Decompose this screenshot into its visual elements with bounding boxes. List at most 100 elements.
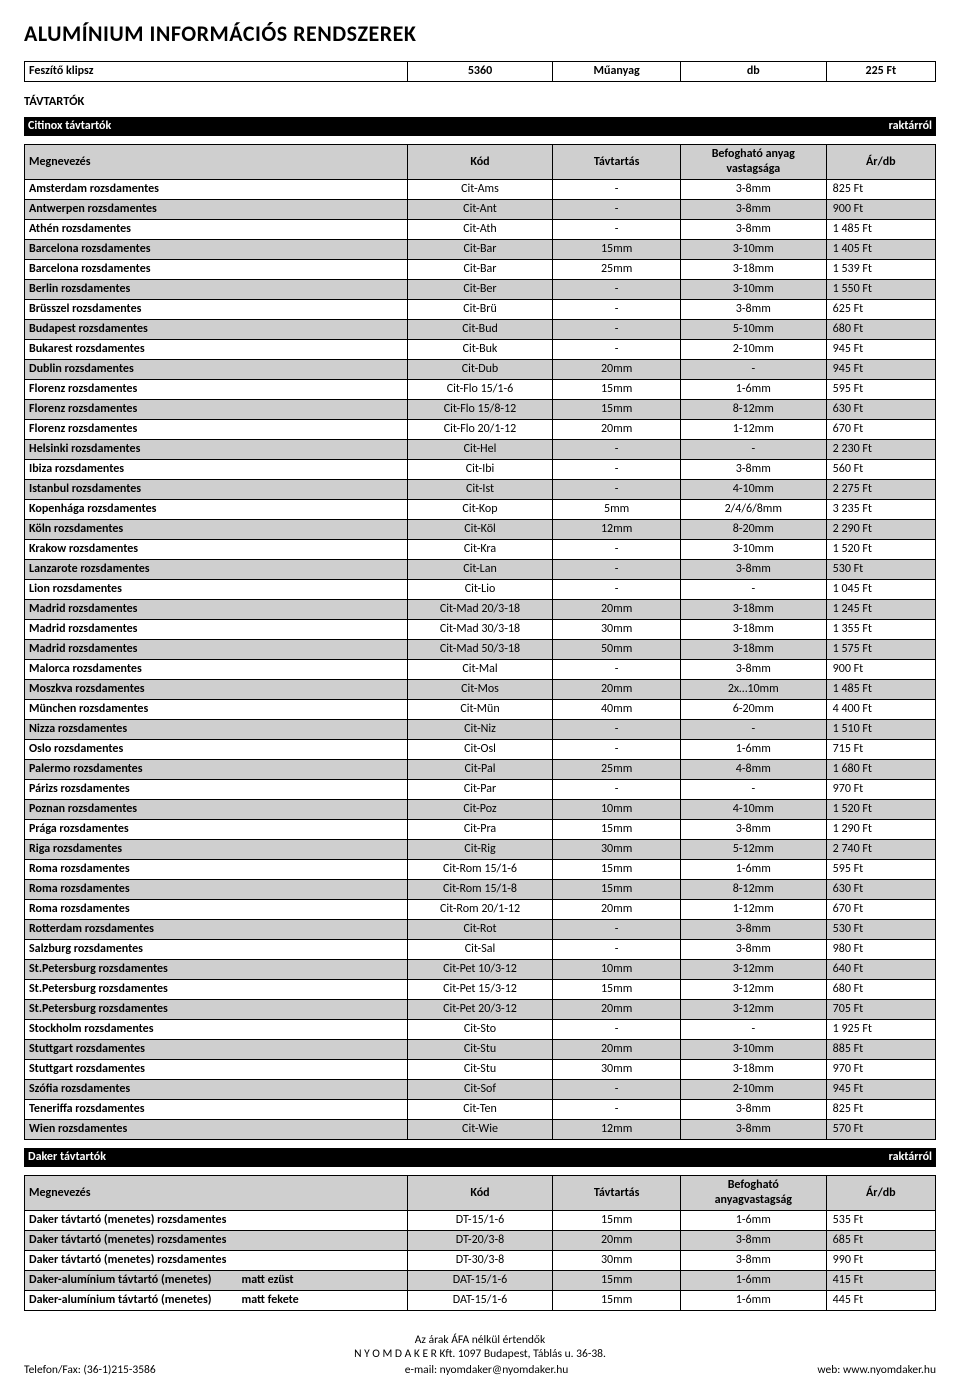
table-row: Oslo rozsdamentesCit-Osl-1-6mm715 Ft	[25, 740, 936, 760]
cell-code: Cit-Pra	[407, 820, 553, 840]
cell-name: Athén rozsdamentes	[25, 220, 408, 240]
cell-thick: 3-8mm	[680, 940, 826, 960]
cell-thick: 3-8mm	[680, 1251, 826, 1271]
cell-dist: 15mm	[553, 860, 681, 880]
cell-thick: 3-8mm	[680, 1120, 826, 1140]
cell-thick: 3-8mm	[680, 460, 826, 480]
daker-bar-left: Daker távtartók	[24, 1148, 595, 1167]
cell-name: Daker távtartó (menetes) rozsdamentes	[25, 1231, 408, 1251]
cell-code: DAT-15/1-6	[407, 1271, 553, 1291]
cell-code: Cit-Kop	[407, 500, 553, 520]
cell-dist: -	[553, 460, 681, 480]
cell-code: Cit-Poz	[407, 800, 553, 820]
cell-name: Helsinki rozsdamentes	[25, 440, 408, 460]
cell-code: DT-30/3-8	[407, 1251, 553, 1271]
cell-code: Cit-Ibi	[407, 460, 553, 480]
cell-name: Kopenhága rozsdamentes	[25, 500, 408, 520]
cell-name: Palermo rozsdamentes	[25, 760, 408, 780]
cell-price: 1 045 Ft	[826, 580, 935, 600]
cell-dist: -	[553, 220, 681, 240]
daker-header-code: Kód	[407, 1176, 553, 1211]
table-row: Salzburg rozsdamentesCit-Sal-3-8mm980 Ft	[25, 940, 936, 960]
cell-name: München rozsdamentes	[25, 700, 408, 720]
cell-code: DT-15/1-6	[407, 1211, 553, 1231]
cell-price: 2 275 Ft	[826, 480, 935, 500]
cell-thick: 3-8mm	[680, 560, 826, 580]
cell-code: DT-20/3-8	[407, 1231, 553, 1251]
cell-name: Barcelona rozsdamentes	[25, 260, 408, 280]
daker-header-dist: Távtartás	[553, 1176, 681, 1211]
cell-name: Madrid rozsdamentes	[25, 600, 408, 620]
table-row: Madrid rozsdamentesCit-Mad 20/3-1820mm3-…	[25, 600, 936, 620]
table-row: Riga rozsdamentesCit-Rig30mm5-12mm2 740 …	[25, 840, 936, 860]
cell-price: 945 Ft	[826, 340, 935, 360]
cell-thick: 3-18mm	[680, 640, 826, 660]
cell-price: 535 Ft	[826, 1211, 935, 1231]
cell-price: 530 Ft	[826, 560, 935, 580]
table-row: Malorca rozsdamentesCit-Mal-3-8mm900 Ft	[25, 660, 936, 680]
cell-name: Malorca rozsdamentes	[25, 660, 408, 680]
table-row: Madrid rozsdamentesCit-Mad 50/3-1850mm3-…	[25, 640, 936, 660]
cell-price: 1 245 Ft	[826, 600, 935, 620]
cell-thick: -	[680, 440, 826, 460]
cell-code: Cit-Stu	[407, 1040, 553, 1060]
cell-code: Cit-Mün	[407, 700, 553, 720]
table-row: Florenz rozsdamentesCit-Flo 15/8-1215mm8…	[25, 400, 936, 420]
cell-name: Berlin rozsdamentes	[25, 280, 408, 300]
cell-name: Madrid rozsdamentes	[25, 620, 408, 640]
cell-dist: -	[553, 540, 681, 560]
table-row: Köln rozsdamentesCit-Köl12mm8-20mm2 290 …	[25, 520, 936, 540]
cell-dist: -	[553, 720, 681, 740]
cell-dist: 15mm	[553, 1211, 681, 1231]
cell-code: Cit-Rom 15/1-6	[407, 860, 553, 880]
cell-name: Daker-alumínium távtartó (menetes)matt f…	[25, 1291, 408, 1311]
cell-name: Teneriffa rozsdamentes	[25, 1100, 408, 1120]
cell-thick: 3-12mm	[680, 1000, 826, 1020]
table-row: Daker távtartó (menetes) rozsdamentesDT-…	[25, 1211, 936, 1231]
cell-thick: 3-10mm	[680, 540, 826, 560]
cell-dist: -	[553, 780, 681, 800]
top-name: Feszítő klipsz	[25, 62, 408, 82]
cell-dist: -	[553, 300, 681, 320]
table-row: Stockholm rozsdamentesCit-Sto--1 925 Ft	[25, 1020, 936, 1040]
cell-code: Cit-Lan	[407, 560, 553, 580]
cell-name: Wien rozsdamentes	[25, 1120, 408, 1140]
cell-dist: 15mm	[553, 240, 681, 260]
cell-code: Cit-Pet 20/3-12	[407, 1000, 553, 1020]
cell-thick: 3-10mm	[680, 1040, 826, 1060]
cell-name: Madrid rozsdamentes	[25, 640, 408, 660]
daker-table: Megnevezés Kód Távtartás Befogható anyag…	[24, 1175, 936, 1311]
table-row: Teneriffa rozsdamentesCit-Ten-3-8mm825 F…	[25, 1100, 936, 1120]
cell-code: Cit-Wie	[407, 1120, 553, 1140]
cell-thick: 3-10mm	[680, 240, 826, 260]
cell-dist: 20mm	[553, 360, 681, 380]
table-row: Krakow rozsdamentesCit-Kra-3-10mm1 520 F…	[25, 540, 936, 560]
cell-price: 630 Ft	[826, 400, 935, 420]
cell-price: 900 Ft	[826, 200, 935, 220]
cell-thick: 3-8mm	[680, 200, 826, 220]
cell-name: Daker-alumínium távtartó (menetes)matt e…	[25, 1271, 408, 1291]
cell-price: 670 Ft	[826, 900, 935, 920]
cell-price: 415 Ft	[826, 1271, 935, 1291]
cell-dist: 12mm	[553, 1120, 681, 1140]
cell-name: Rotterdam rozsdamentes	[25, 920, 408, 940]
cell-code: Cit-Flo 15/8-12	[407, 400, 553, 420]
cell-thick: 5-12mm	[680, 840, 826, 860]
cell-code: Cit-Mad 30/3-18	[407, 620, 553, 640]
cell-dist: 30mm	[553, 1251, 681, 1271]
cell-thick: 2/4/6/8mm	[680, 500, 826, 520]
cell-name: Párizs rozsdamentes	[25, 780, 408, 800]
cell-thick: 2-10mm	[680, 1080, 826, 1100]
cell-thick: 3-8mm	[680, 920, 826, 940]
table-row: Wien rozsdamentesCit-Wie12mm3-8mm570 Ft	[25, 1120, 936, 1140]
cell-name: Prága rozsdamentes	[25, 820, 408, 840]
cell-code: Cit-Rom 15/1-8	[407, 880, 553, 900]
cell-price: 945 Ft	[826, 360, 935, 380]
cell-name: Daker távtartó (menetes) rozsdamentes	[25, 1211, 408, 1231]
cell-thick: 8-20mm	[680, 520, 826, 540]
cell-code: Cit-Bar	[407, 240, 553, 260]
cell-price: 1 520 Ft	[826, 540, 935, 560]
cell-thick: 1-6mm	[680, 1211, 826, 1231]
cell-thick: 4-8mm	[680, 760, 826, 780]
top-code: 5360	[407, 62, 553, 82]
